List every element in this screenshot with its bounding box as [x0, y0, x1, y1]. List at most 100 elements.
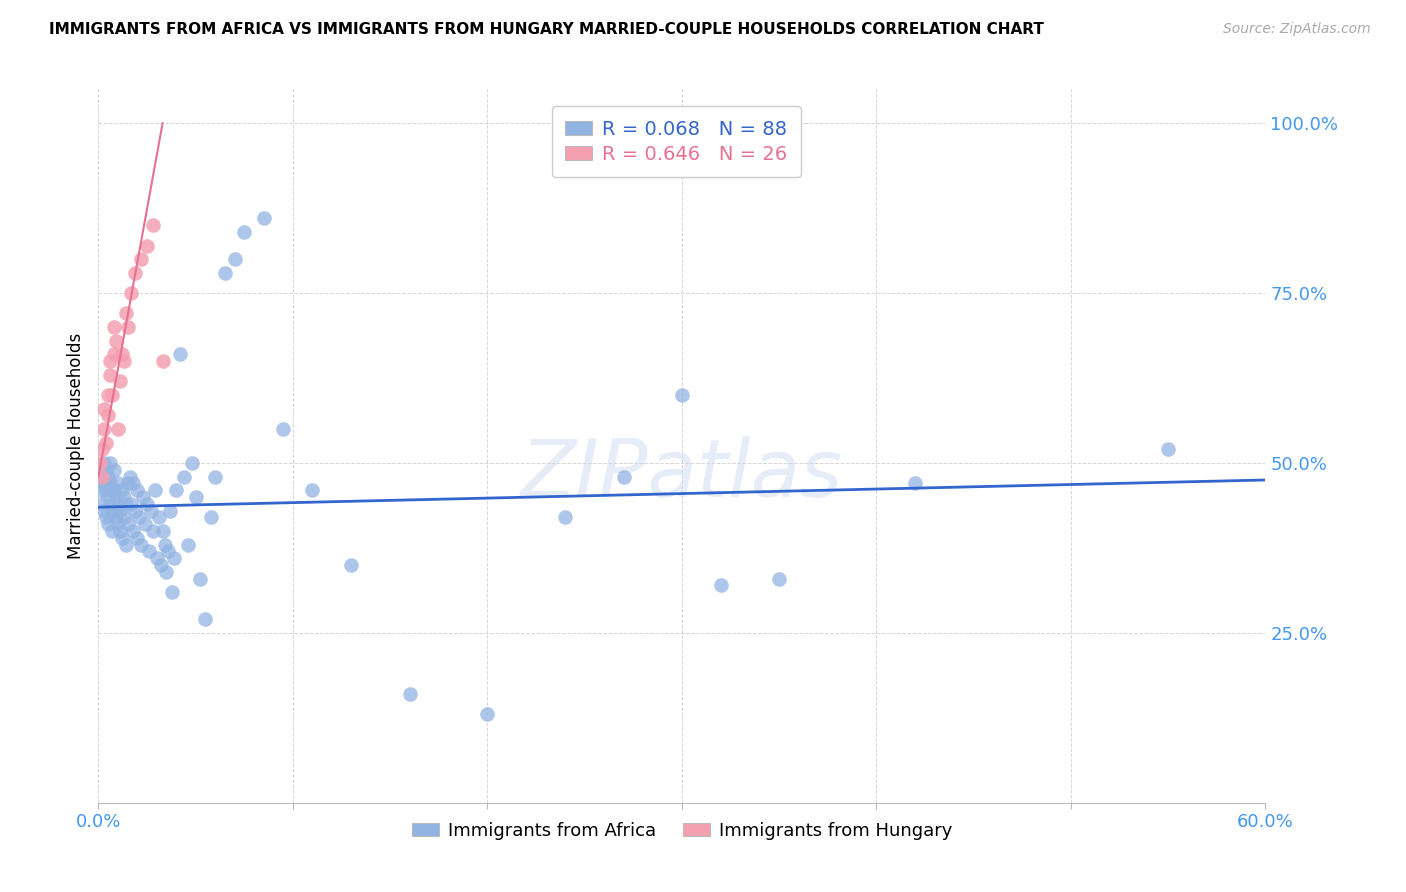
- Point: [98, 476, 121, 491]
- Point: [146, 551, 169, 566]
- Point: [143, 483, 166, 498]
- Point: [127, 483, 149, 498]
- Point: [155, 565, 177, 579]
- Point: [117, 476, 139, 491]
- Point: [148, 510, 170, 524]
- Point: [139, 503, 162, 517]
- Point: [184, 490, 207, 504]
- Point: [173, 469, 195, 483]
- Point: [114, 537, 136, 551]
- Point: [104, 490, 127, 504]
- Text: Source: ZipAtlas.com: Source: ZipAtlas.com: [1223, 22, 1371, 37]
- Point: [233, 225, 256, 239]
- Point: [112, 354, 135, 368]
- Point: [214, 266, 236, 280]
- Point: [97, 388, 120, 402]
- Point: [136, 497, 159, 511]
- Point: [152, 354, 174, 368]
- Point: [111, 531, 134, 545]
- Point: [136, 238, 159, 252]
- Point: [91, 497, 114, 511]
- Point: [114, 497, 136, 511]
- Point: [710, 578, 733, 592]
- Point: [114, 306, 136, 320]
- Point: [122, 476, 145, 491]
- Point: [124, 503, 146, 517]
- Point: [96, 483, 118, 498]
- Point: [107, 476, 129, 491]
- Point: [768, 572, 790, 586]
- Point: [163, 551, 186, 566]
- Point: [554, 510, 576, 524]
- Point: [157, 544, 180, 558]
- Point: [101, 503, 124, 517]
- Point: [200, 510, 222, 524]
- Point: [101, 388, 124, 402]
- Point: [1157, 442, 1180, 457]
- Point: [129, 252, 152, 266]
- Point: [169, 347, 191, 361]
- Point: [132, 490, 155, 504]
- Point: [671, 388, 693, 402]
- Point: [108, 524, 131, 538]
- Point: [152, 524, 174, 538]
- Point: [89, 456, 111, 470]
- Point: [91, 469, 114, 483]
- Point: [904, 476, 927, 491]
- Point: [89, 483, 111, 498]
- Point: [97, 409, 120, 423]
- Point: [98, 354, 121, 368]
- Point: [93, 401, 115, 416]
- Point: [98, 368, 121, 382]
- Point: [271, 422, 294, 436]
- Point: [103, 347, 125, 361]
- Point: [93, 503, 115, 517]
- Point: [180, 456, 202, 470]
- Point: [142, 524, 165, 538]
- Point: [118, 469, 141, 483]
- Text: IMMIGRANTS FROM AFRICA VS IMMIGRANTS FROM HUNGARY MARRIED-COUPLE HOUSEHOLDS CORR: IMMIGRANTS FROM AFRICA VS IMMIGRANTS FRO…: [49, 22, 1045, 37]
- Point: [159, 503, 181, 517]
- Point: [98, 497, 121, 511]
- Point: [112, 490, 135, 504]
- Point: [142, 218, 165, 232]
- Point: [96, 463, 118, 477]
- Point: [177, 537, 200, 551]
- Point: [129, 537, 152, 551]
- Point: [97, 517, 120, 532]
- Point: [108, 503, 131, 517]
- Point: [103, 320, 125, 334]
- Point: [398, 687, 420, 701]
- Point: [301, 483, 323, 498]
- Point: [103, 503, 125, 517]
- Point: [107, 497, 129, 511]
- Point: [253, 211, 276, 226]
- Point: [97, 490, 120, 504]
- Point: [91, 469, 114, 483]
- Point: [107, 422, 129, 436]
- Point: [122, 524, 145, 538]
- Point: [98, 456, 121, 470]
- Point: [96, 435, 118, 450]
- Point: [93, 422, 115, 436]
- Point: [127, 531, 149, 545]
- Point: [121, 286, 143, 301]
- Y-axis label: Married-couple Households: Married-couple Households: [66, 333, 84, 559]
- Point: [124, 266, 146, 280]
- Point: [340, 558, 363, 572]
- Point: [128, 510, 150, 524]
- Legend: Immigrants from Africa, Immigrants from Hungary: Immigrants from Africa, Immigrants from …: [405, 815, 959, 847]
- Text: ZIPatlas: ZIPatlas: [520, 435, 844, 514]
- Point: [104, 334, 127, 348]
- Point: [165, 483, 187, 498]
- Point: [91, 442, 114, 457]
- Point: [149, 558, 172, 572]
- Point: [194, 612, 217, 626]
- Point: [111, 347, 134, 361]
- Point: [112, 510, 135, 524]
- Point: [111, 483, 134, 498]
- Point: [104, 510, 127, 524]
- Point: [103, 463, 125, 477]
- Point: [134, 517, 156, 532]
- Point: [477, 707, 499, 722]
